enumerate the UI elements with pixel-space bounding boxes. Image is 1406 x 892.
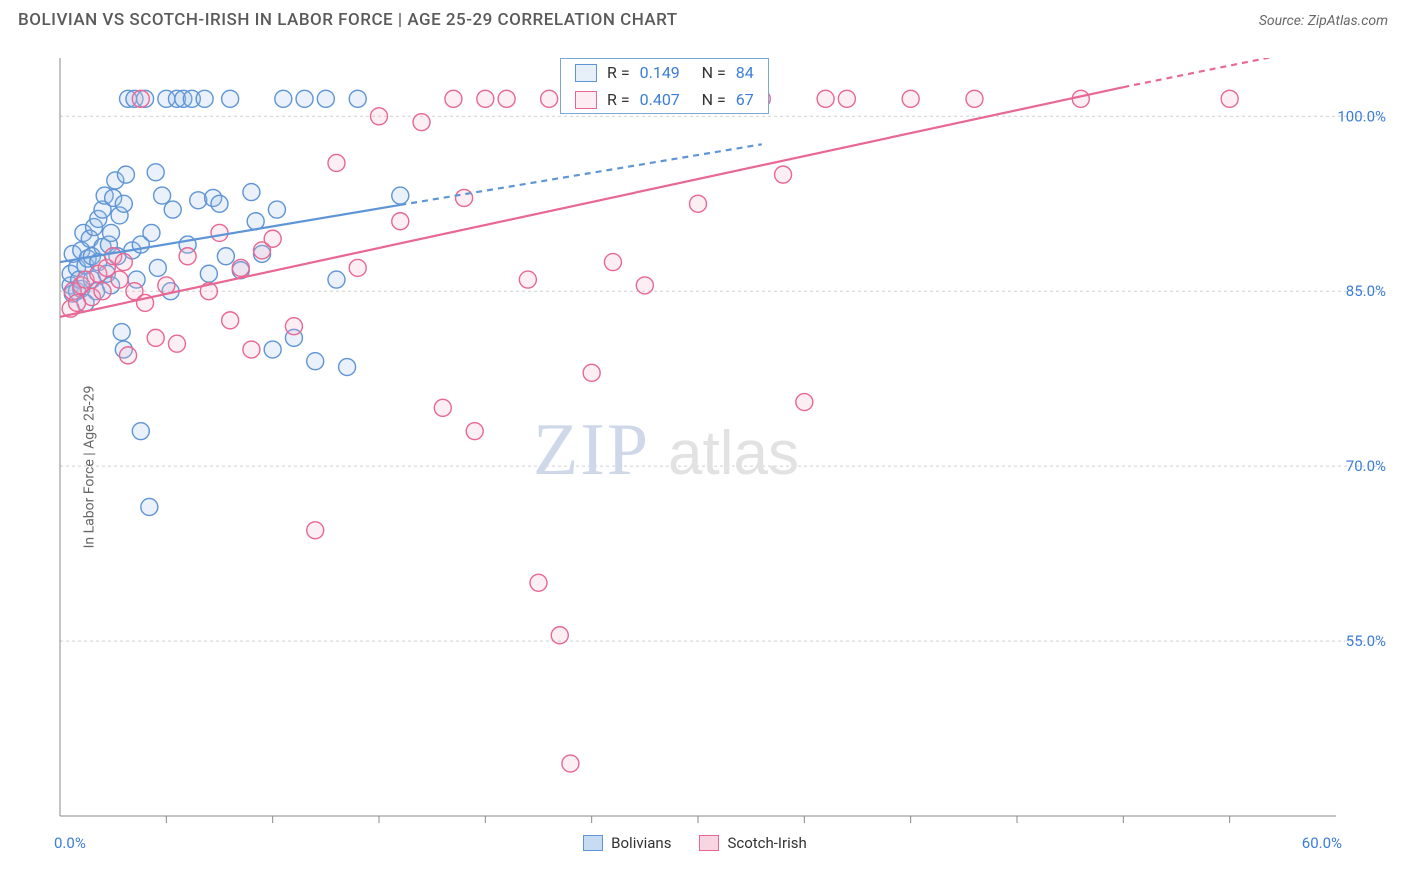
legend-swatch-icon	[583, 835, 603, 851]
legend-label: Bolivians	[611, 834, 671, 852]
y-axis-label: In Labor Force | Age 25-29	[81, 386, 97, 549]
svg-text:0.0%: 0.0%	[54, 834, 86, 852]
svg-text:70.0%: 70.0%	[1346, 457, 1386, 475]
r-label: R =	[607, 63, 630, 82]
chart-container: In Labor Force | Age 25-29 55.0% 70.0% 85.…	[0, 42, 1406, 892]
svg-text:55.0%: 55.0%	[1346, 632, 1386, 650]
r-label: R =	[607, 90, 630, 109]
stats-row: R = 0.407 N = 67	[561, 86, 768, 113]
svg-text:85.0%: 85.0%	[1346, 282, 1386, 300]
n-value: 67	[736, 90, 754, 109]
r-value: 0.407	[640, 90, 692, 109]
n-label: N =	[702, 90, 726, 109]
legend-label: Scotch-Irish	[727, 834, 806, 852]
r-value: 0.149	[640, 63, 692, 82]
legend-item: Bolivians	[583, 834, 671, 852]
chart-title: BOLIVIAN VS SCOTCH-IRISH IN LABOR FORCE …	[18, 10, 678, 30]
svg-text:60.0%: 60.0%	[1302, 834, 1342, 852]
scatter-chart: 55.0% 70.0% 85.0% 100.0% 0.0% 60.0%	[0, 42, 1406, 892]
bottom-legend: Bolivians Scotch-Irish	[583, 834, 807, 852]
chart-source: Source: ZipAtlas.com	[1259, 13, 1388, 29]
legend-swatch-icon	[575, 64, 597, 82]
svg-text:100.0%: 100.0%	[1337, 107, 1386, 125]
legend-item: Scotch-Irish	[699, 834, 806, 852]
stats-row: R = 0.149 N = 84	[561, 59, 768, 86]
stats-box: R = 0.149 N = 84 R = 0.407 N = 67	[560, 58, 769, 114]
n-label: N =	[702, 63, 726, 82]
legend-swatch-icon	[575, 91, 597, 109]
n-value: 84	[736, 63, 754, 82]
legend-swatch-icon	[699, 835, 719, 851]
